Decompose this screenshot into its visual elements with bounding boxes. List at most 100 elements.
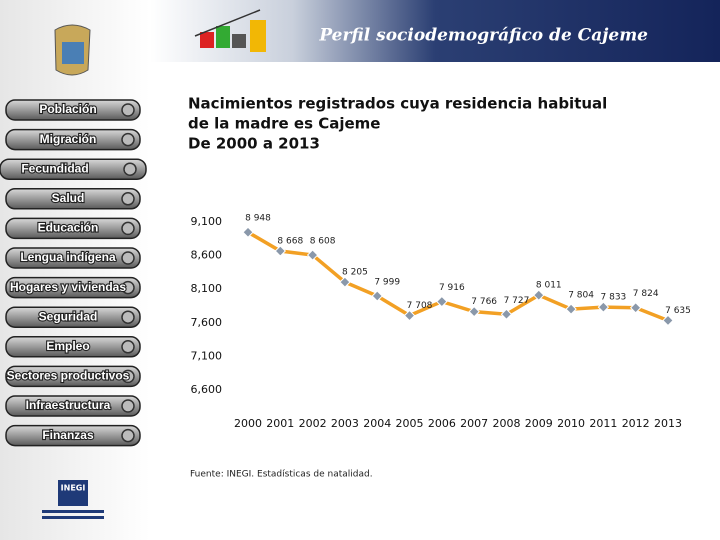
value-label: 7 708: [407, 301, 433, 311]
nav-button-knob: [123, 162, 137, 176]
nav-button-bg: [5, 424, 141, 447]
nav-label: Educación: [38, 221, 99, 235]
nav-button-bg: [5, 217, 141, 240]
nav-label: Salud: [52, 191, 85, 205]
data-point: [403, 309, 416, 322]
nav-button-knob: [121, 340, 135, 354]
nav-button[interactable]: Finanzas: [5, 424, 141, 447]
source-note: Fuente: INEGI. Estadísticas de natalidad…: [190, 470, 373, 480]
y-tick-label: 6,600: [191, 383, 223, 396]
nav-button-bg: [5, 99, 141, 121]
x-tick-label: 2008: [492, 417, 520, 430]
data-line: [247, 230, 669, 323]
value-label: 7 824: [633, 289, 659, 299]
chart-title-line: de la madre es Cajeme: [188, 115, 380, 133]
nav-button[interactable]: Migración: [5, 128, 141, 151]
nav-label: Lengua indígena: [20, 250, 116, 264]
nav-button-knob: [121, 132, 135, 147]
nav-button[interactable]: Sectores productivos: [5, 365, 141, 388]
x-tick-label: 2012: [622, 417, 650, 430]
header-title: Perfil sociodemográfico de Cajeme: [318, 26, 648, 46]
nav-label: Migración: [40, 132, 97, 146]
nav-button[interactable]: Lengua indígena: [5, 247, 141, 269]
x-tick-label: 2013: [654, 417, 682, 430]
nav-button-bg: [0, 158, 147, 180]
y-tick-label: 8,600: [191, 249, 223, 262]
value-label: 8 608: [310, 237, 336, 247]
nav-button-knob: [121, 280, 135, 295]
nav-button-knob: [121, 310, 135, 324]
nav-button[interactable]: Empleo: [5, 336, 141, 358]
nav-button-bg: [5, 247, 141, 269]
value-label: 8 948: [245, 214, 271, 224]
x-tick-label: 2005: [396, 417, 424, 430]
nav-button[interactable]: Seguridad: [5, 306, 141, 328]
nav-menu: Población Migración Fecundidad Salud Educaci…: [0, 99, 147, 447]
nav-button-knob: [121, 251, 135, 265]
crest: [54, 24, 91, 76]
plot: 6,600 7,100 7,600 8,100 8,600 9,100 8 948 8 668…: [191, 214, 691, 430]
inegi-logo: INEGI: [42, 480, 104, 519]
nav-label: Hogares y viviendas: [10, 280, 126, 294]
x-tick-label: 2002: [299, 417, 327, 430]
data-point: [565, 303, 577, 315]
sidebar: [0, 0, 150, 540]
data-point: [468, 305, 480, 318]
data-point: [533, 289, 545, 301]
y-tick-label: 7,600: [191, 316, 223, 329]
x-tick-label: 2011: [589, 417, 617, 430]
nav-button[interactable]: Educación: [5, 217, 141, 240]
chart-title-line: Nacimientos registrados cuya residencia …: [188, 95, 607, 113]
nav-button[interactable]: Fecundidad: [0, 158, 147, 180]
x-tick-label: 2009: [525, 417, 553, 430]
x-tick-label: 2007: [460, 417, 488, 430]
nav-label: Empleo: [46, 339, 89, 353]
nav-label: Finanzas: [42, 428, 94, 442]
value-label: 7 999: [374, 277, 400, 287]
data-point: [500, 308, 513, 320]
nav-button-bg: [5, 276, 141, 299]
data-point: [242, 226, 254, 238]
x-tick-label: 2003: [331, 417, 359, 430]
nav-button[interactable]: Hogares y viviendas: [5, 276, 141, 299]
nav-button-knob: [121, 103, 135, 117]
nav-button[interactable]: Salud: [5, 188, 141, 210]
nav-button[interactable]: Infraestructura: [5, 395, 141, 417]
data-point: [629, 302, 642, 314]
nav-button-knob: [121, 192, 135, 206]
nav-button[interactable]: Población: [5, 99, 141, 121]
chart-title-line: De 2000 a 2013: [188, 135, 320, 153]
data-point: [339, 276, 351, 288]
data-point: [306, 249, 319, 261]
x-tick-label: 2004: [363, 417, 391, 430]
nav-button-knob: [121, 221, 135, 236]
header-icon: [194, 9, 266, 52]
data-point: [371, 290, 383, 302]
nav-button-bg: [5, 336, 141, 358]
data-point: [597, 301, 610, 313]
nav-button-knob: [121, 428, 135, 443]
chart-title: Nacimientos registrados cuya residencia …: [188, 95, 607, 153]
nav-button-knob: [121, 399, 135, 413]
logo-label: INEGI: [61, 484, 86, 493]
nav-label: Población: [39, 102, 96, 116]
y-tick-label: 9,100: [191, 215, 223, 228]
x-tick-label: 2010: [557, 417, 585, 430]
header-band: [150, 0, 720, 62]
value-label: 7 804: [568, 291, 594, 301]
value-label: 8 668: [277, 237, 303, 247]
nav-label: Sectores productivos: [7, 369, 130, 383]
value-label: 7 766: [471, 297, 497, 307]
x-tick-label: 2000: [234, 417, 262, 430]
nav-button-bg: [5, 128, 141, 151]
data-point: [662, 314, 674, 327]
value-label: 7 727: [504, 296, 530, 306]
nav-label: Fecundidad: [21, 161, 88, 175]
nav-button-bg: [5, 395, 141, 417]
value-label: 7 635: [665, 306, 691, 316]
y-tick-label: 7,100: [191, 349, 223, 362]
nav-button-knob: [121, 369, 135, 384]
nav-label: Seguridad: [39, 309, 98, 323]
nav-button-bg: [5, 365, 141, 388]
